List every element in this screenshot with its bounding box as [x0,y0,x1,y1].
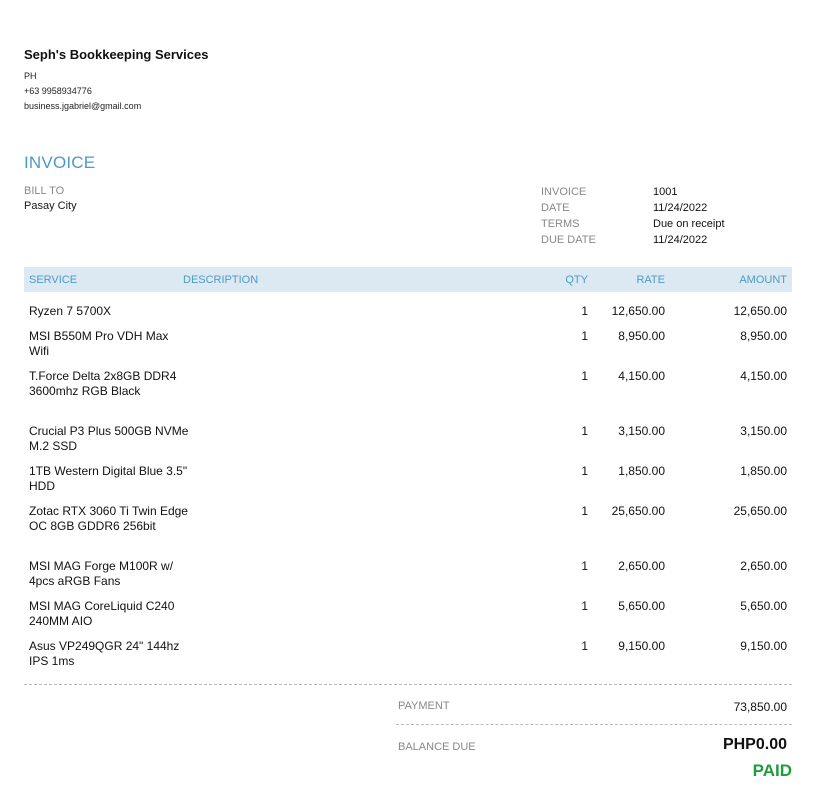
item-amount: 25,650.00 [733,504,787,518]
table-row: Zotac RTX 3060 Ti Twin Edge OC 8GB GDDR6… [24,504,792,559]
item-rate: 5,650.00 [618,599,665,613]
item-amount: 2,650.00 [740,559,787,573]
company-country: PH [24,71,37,81]
column-description: DESCRIPTION [183,274,259,286]
item-service: MSI MAG Forge M100R w/ 4pcs aRGB Fans [29,559,174,588]
item-amount: 9,150.00 [740,639,787,653]
meta-value: 1001 [653,186,678,198]
items-table-body: Ryzen 7 5700X 1 12,650.00 12,650.00 MSI … [24,304,792,679]
bill-to-block: BILL TO Pasay City [24,185,77,212]
column-rate: RATE [636,274,665,286]
item-rate: 9,150.00 [618,639,665,653]
item-rate: 2,650.00 [618,559,665,573]
balance-divider [396,724,792,725]
meta-label: TERMS [541,218,580,230]
company-block: Seph's Bookkeeping Services PH +63 99589… [24,47,208,114]
item-qty: 1 [581,304,588,318]
item-service: 1TB Western Digital Blue 3.5" HDD [29,464,188,493]
item-amount: 5,650.00 [740,599,787,613]
item-service: Ryzen 7 5700X [29,304,112,318]
item-amount: 12,650.00 [733,304,787,318]
table-row: Crucial P3 Plus 500GB NVMe M.2 SSD 1 3,1… [24,424,792,464]
item-service: MSI MAG CoreLiquid C240 240MM AIO [29,599,175,628]
item-rate: 1,850.00 [618,464,665,478]
totals-divider [24,684,792,685]
item-amount: 4,150.00 [740,369,787,383]
meta-date-row: DATE 11/24/2022 [541,201,725,217]
item-qty: 1 [581,599,588,613]
column-amount: AMOUNT [739,274,787,286]
item-service: Asus VP249QGR 24" 144hz IPS 1ms [29,639,180,668]
column-qty: QTY [565,274,588,286]
balance-due-label: BALANCE DUE [398,741,476,753]
meta-terms-row: TERMS Due on receipt [541,217,725,233]
items-table-header: SERVICE DESCRIPTION QTY RATE AMOUNT [24,267,792,292]
item-amount: 8,950.00 [740,329,787,343]
payment-value: 73,850.00 [733,700,787,714]
invoice-title: INVOICE [24,153,96,172]
company-phone: +63 9958934776 [24,86,92,96]
item-rate: 12,650.00 [611,304,665,318]
table-row: Asus VP249QGR 24" 144hz IPS 1ms 1 9,150.… [24,639,792,679]
item-qty: 1 [581,329,588,343]
column-service: SERVICE [29,274,78,286]
company-email: business.jgabriel@gmail.com [24,101,142,111]
table-row: MSI MAG Forge M100R w/ 4pcs aRGB Fans 1 … [24,559,792,599]
meta-invoice-row: INVOICE 1001 [541,185,725,201]
paid-status-badge: PAID [752,761,792,780]
table-row: 1TB Western Digital Blue 3.5" HDD 1 1,85… [24,464,792,504]
meta-value: 11/24/2022 [653,202,708,214]
balance-due-value: PHP0.00 [722,736,787,753]
item-amount: 3,150.00 [740,424,787,438]
item-qty: 1 [581,369,588,383]
item-qty: 1 [581,639,588,653]
item-service: Zotac RTX 3060 Ti Twin Edge OC 8GB GDDR6… [29,504,188,533]
item-service: MSI B550M Pro VDH Max Wifi [29,329,169,358]
item-qty: 1 [581,464,588,478]
table-row: MSI B550M Pro VDH Max Wifi 1 8,950.00 8,… [24,329,792,369]
item-rate: 8,950.00 [618,329,665,343]
table-row: T.Force Delta 2x8GB DDR4 3600mhz RGB Bla… [24,369,792,424]
bill-to-value: Pasay City [24,200,77,212]
item-rate: 25,650.00 [611,504,665,518]
meta-value: Due on receipt [653,218,725,230]
item-service: T.Force Delta 2x8GB DDR4 3600mhz RGB Bla… [29,369,177,398]
invoice-meta: INVOICE 1001 DATE 11/24/2022 TERMS Due o… [541,185,725,249]
meta-label: DUE DATE [541,234,596,246]
item-qty: 1 [581,424,588,438]
item-service: Crucial P3 Plus 500GB NVMe M.2 SSD [29,424,189,453]
table-row: MSI MAG CoreLiquid C240 240MM AIO 1 5,65… [24,599,792,639]
item-qty: 1 [581,504,588,518]
table-row: Ryzen 7 5700X 1 12,650.00 12,650.00 [24,304,792,329]
bill-to-label: BILL TO [24,185,65,197]
company-name: Seph's Bookkeeping Services [24,47,209,62]
payment-label: PAYMENT [398,700,450,712]
item-qty: 1 [581,559,588,573]
item-rate: 4,150.00 [618,369,665,383]
meta-label: INVOICE [541,186,587,198]
meta-label: DATE [541,202,570,214]
item-amount: 1,850.00 [740,464,787,478]
item-rate: 3,150.00 [618,424,665,438]
meta-value: 11/24/2022 [653,234,708,246]
meta-due-date-row: DUE DATE 11/24/2022 [541,233,725,249]
